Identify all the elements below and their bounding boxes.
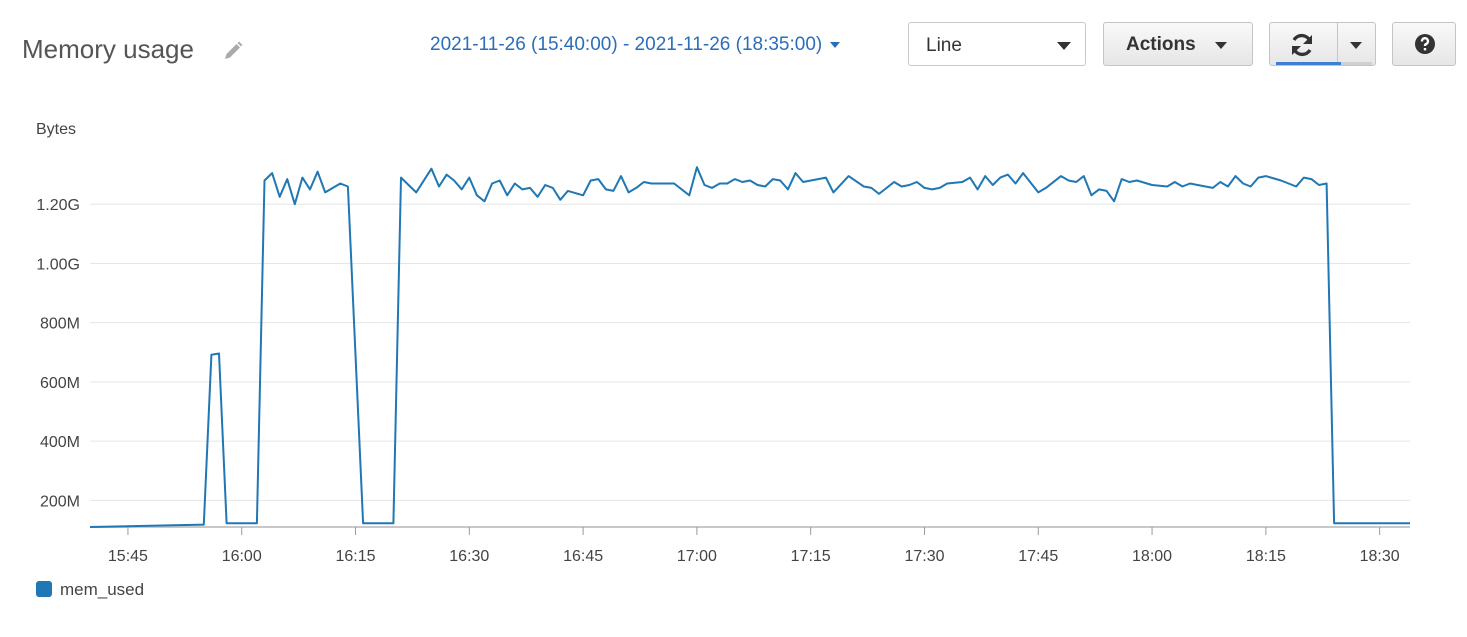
legend-label[interactable]: mem_used [60,580,145,599]
time-range-picker[interactable]: 2021-11-26 (15:40:00) - 2021-11-26 (18:3… [430,34,841,56]
y-tick-label: 1.20G [36,197,80,214]
x-tick-label: 17:30 [904,548,944,565]
y-tick-label: 400M [40,434,80,451]
x-axis: 15:45 16:00 16:15 16:30 16:45 17:00 17:15 17:30… [108,527,1400,565]
x-tick-label: 15:45 [108,548,148,565]
y-axis: 200M 400M 600M 800M 1.00G 1.20G [36,197,80,510]
x-tick-label: 17:00 [677,548,717,565]
y-tick-label: 800M [40,316,80,333]
help-button[interactable] [1392,22,1456,66]
x-tick-label: 16:30 [449,548,489,565]
legend-swatch[interactable] [36,581,52,597]
series-layer [89,166,1410,528]
refresh-icon[interactable] [1288,31,1316,59]
series-line-mem_used[interactable] [89,166,1410,528]
pencil-icon[interactable] [222,40,244,62]
y-tick-label: 1.00G [36,256,80,273]
chart-type-select[interactable]: Line [908,22,1086,66]
caret-down-icon [1215,42,1227,49]
page-title: Memory usage [22,34,194,64]
refresh-button-group[interactable] [1269,22,1376,66]
time-range-label: 2021-11-26 (15:40:00) - 2021-11-26 (18:3… [430,34,823,55]
caret-down-icon [1057,42,1071,50]
y-tick-label: 600M [40,375,80,392]
refresh-progress-fill [1276,62,1342,65]
caret-down-icon [830,41,841,48]
y-axis-label: Bytes [36,121,76,138]
refresh-progress-bar [1276,62,1372,65]
refresh-options-caret-icon[interactable] [1350,42,1362,49]
chart-grid [90,203,1410,528]
question-icon [1415,34,1435,54]
x-tick-label: 17:45 [1018,548,1058,565]
x-tick-label: 17:15 [791,548,831,565]
x-tick-label: 18:15 [1246,548,1286,565]
x-tick-label: 16:00 [222,548,262,565]
actions-button[interactable]: Actions [1103,22,1253,66]
chart-type-value: Line [926,35,962,56]
x-tick-label: 16:15 [335,548,375,565]
x-tick-label: 18:30 [1360,548,1400,565]
x-tick-label: 18:00 [1132,548,1172,565]
button-divider [1337,23,1338,65]
y-tick-label: 200M [40,493,80,510]
actions-label: Actions [1126,34,1196,55]
x-tick-label: 16:45 [563,548,603,565]
